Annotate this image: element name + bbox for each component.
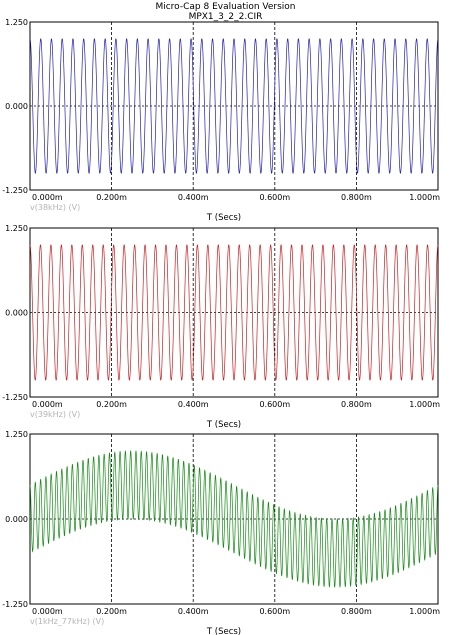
series-line <box>29 38 439 174</box>
legend-label: v(1kHz_77kHz) (V) <box>30 617 104 626</box>
legend-label: v(39kHz) (V) <box>30 410 80 419</box>
x-tick-label: 1.000m <box>409 193 440 202</box>
x-tick-label: 0.200m <box>96 607 127 616</box>
x-tick-label: 0.000m <box>32 400 63 409</box>
x-tick-label: 0.000m <box>32 607 63 616</box>
x-tick-label: 0.400m <box>178 193 209 202</box>
x-tick-label: 0.800m <box>341 607 372 616</box>
legend-label: v(38kHz) (V) <box>30 203 80 212</box>
y-tick-label: 0.000 <box>5 309 28 318</box>
x-tick-label: 0.600m <box>259 607 290 616</box>
x-tick-label: 0.200m <box>96 193 127 202</box>
x-tick-label: 0.400m <box>178 607 209 616</box>
series-line <box>29 244 439 381</box>
y-tick-label: 0.000 <box>5 102 28 111</box>
x-tick-label: 0.600m <box>259 400 290 409</box>
y-tick-label: 1.250 <box>5 18 28 27</box>
x-tick-label: 1.000m <box>409 607 440 616</box>
x-tick-label: 0.800m <box>341 400 372 409</box>
y-tick-label: 0.000 <box>5 515 28 524</box>
y-tick-label: 1.250 <box>5 224 28 233</box>
x-axis-label: T (Secs) <box>206 213 241 223</box>
chart-title: Micro-Cap 8 Evaluation Version <box>155 2 296 12</box>
x-tick-label: 1.000m <box>409 400 440 409</box>
x-tick-label: 0.400m <box>178 400 209 409</box>
y-tick-label: -1.250 <box>2 600 28 609</box>
x-axis-label: T (Secs) <box>206 627 241 635</box>
x-tick-label: 0.600m <box>259 193 290 202</box>
x-axis-label: T (Secs) <box>206 420 241 430</box>
series-line <box>29 450 439 588</box>
y-tick-label: -1.250 <box>2 393 28 402</box>
y-tick-label: -1.250 <box>2 186 28 195</box>
chart-subtitle: MPX1_3_2_2.CIR <box>188 12 263 22</box>
y-tick-label: 1.250 <box>5 430 28 439</box>
x-tick-label: 0.800m <box>341 193 372 202</box>
x-tick-label: 0.200m <box>96 400 127 409</box>
x-tick-label: 0.000m <box>32 193 63 202</box>
